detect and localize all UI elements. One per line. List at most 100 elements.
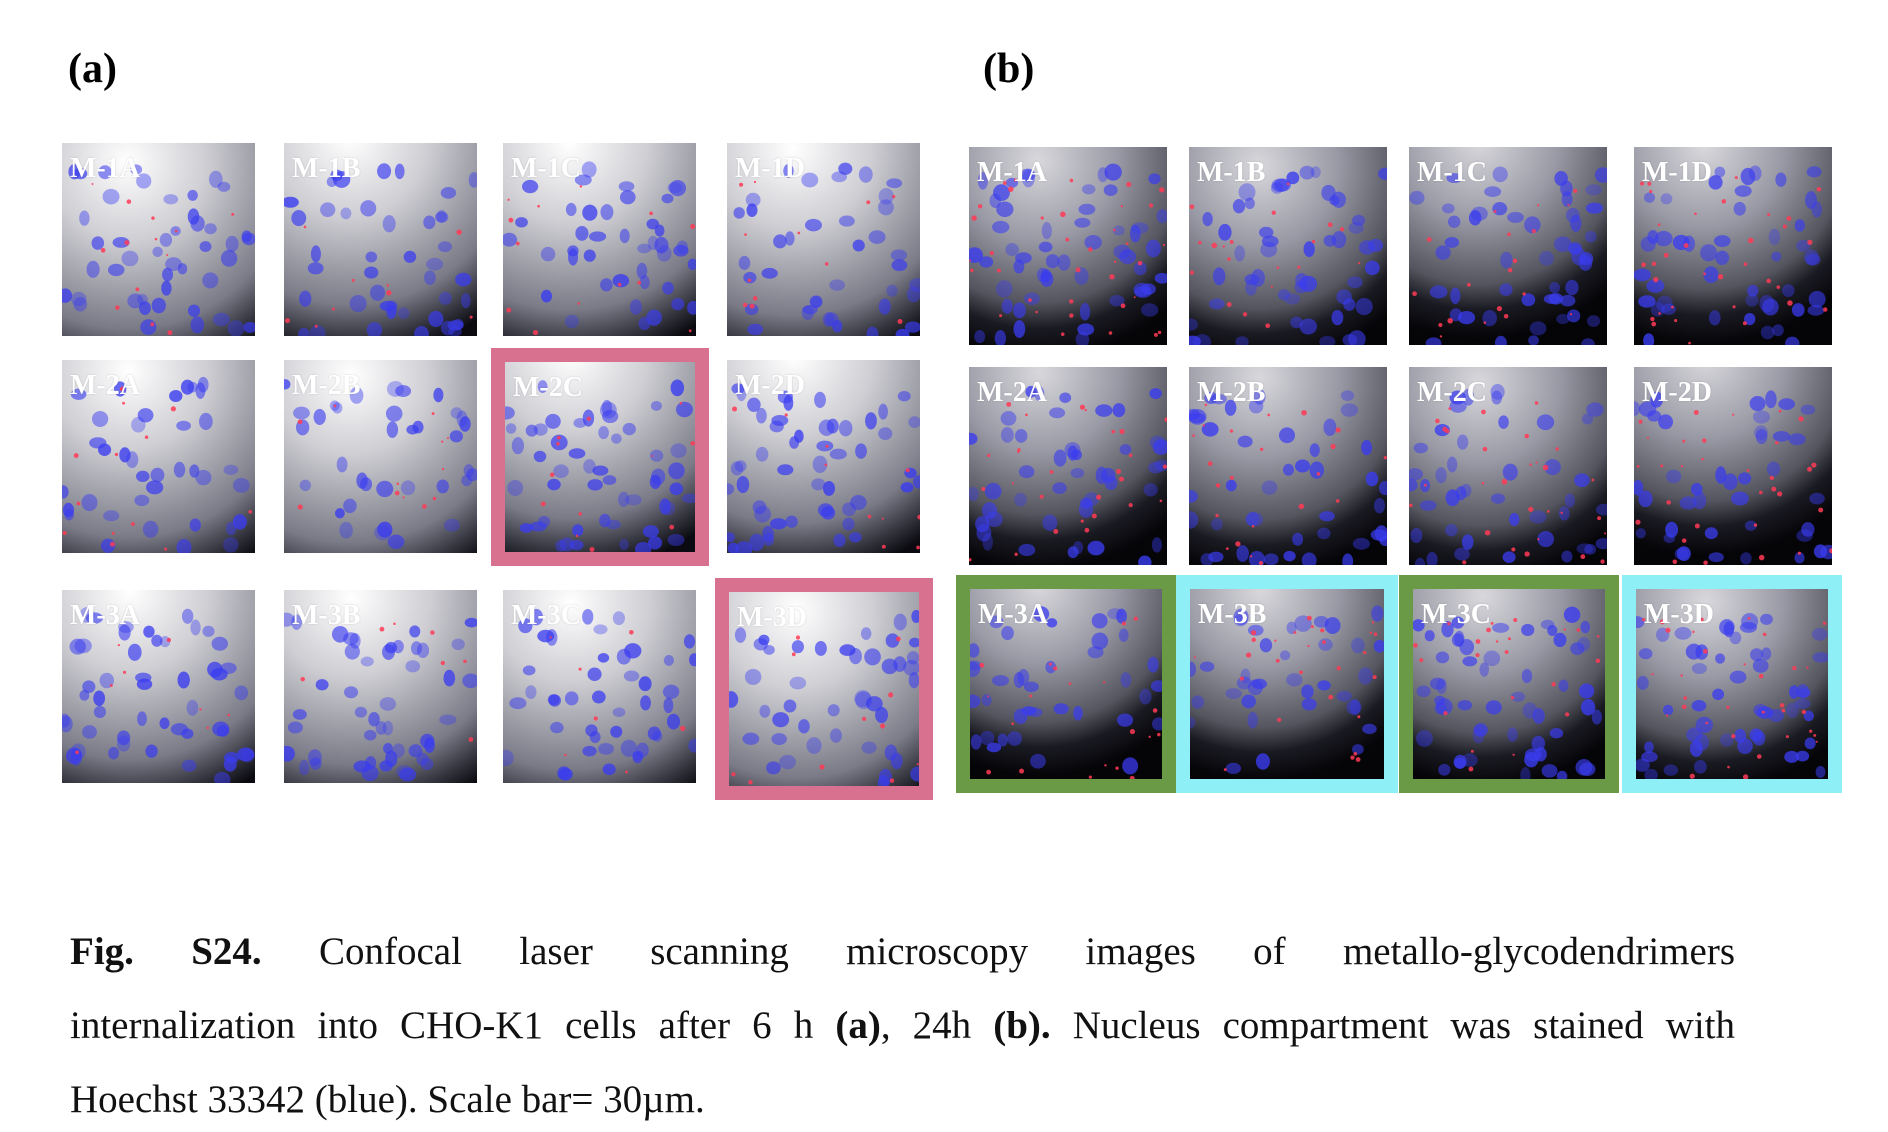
particle bbox=[1088, 775, 1093, 779]
particle bbox=[1215, 483, 1220, 487]
nucleus bbox=[1053, 703, 1069, 715]
particle bbox=[1129, 775, 1135, 779]
micrograph-background bbox=[1636, 589, 1828, 779]
particle bbox=[1084, 408, 1088, 412]
particle bbox=[1048, 662, 1052, 666]
particle bbox=[747, 278, 752, 283]
particle bbox=[1120, 303, 1126, 309]
nucleus bbox=[440, 187, 457, 199]
nucleus bbox=[299, 759, 310, 776]
micrograph-tile: M-1C bbox=[503, 143, 696, 336]
micrograph-image bbox=[284, 360, 477, 553]
nucleus bbox=[1030, 753, 1046, 769]
nucleus bbox=[340, 207, 352, 220]
nucleus bbox=[1104, 163, 1122, 181]
nucleus bbox=[1148, 173, 1161, 185]
nucleus bbox=[379, 697, 397, 711]
nucleus bbox=[838, 215, 855, 227]
nucleus bbox=[1097, 167, 1108, 183]
nucleus bbox=[181, 759, 197, 772]
nucleus bbox=[62, 713, 70, 728]
micrograph: M-2A bbox=[969, 367, 1167, 565]
particle bbox=[1522, 292, 1526, 296]
nucleus bbox=[1788, 433, 1806, 446]
nucleus bbox=[360, 477, 373, 492]
nucleus bbox=[1570, 214, 1582, 232]
nucleus bbox=[1570, 642, 1585, 655]
particle bbox=[1653, 276, 1659, 283]
nucleus bbox=[1107, 608, 1124, 620]
nucleus bbox=[989, 615, 1004, 629]
particle bbox=[1204, 403, 1208, 407]
nucleus bbox=[600, 278, 613, 292]
particle bbox=[1133, 616, 1138, 621]
particle bbox=[1013, 178, 1018, 182]
nucleus bbox=[909, 637, 919, 648]
nucleus bbox=[385, 405, 403, 422]
nucleus bbox=[1520, 767, 1531, 779]
particle bbox=[446, 437, 450, 440]
nucleus bbox=[804, 218, 822, 232]
nucleus bbox=[812, 455, 828, 474]
nucleus bbox=[849, 532, 862, 543]
nucleus bbox=[386, 300, 398, 315]
nucleus bbox=[1150, 680, 1162, 692]
nucleus bbox=[1541, 764, 1558, 778]
nucleus bbox=[1768, 709, 1785, 722]
micrograph: M-3B bbox=[284, 590, 477, 783]
nucleus bbox=[769, 518, 787, 530]
nucleus bbox=[1528, 335, 1539, 345]
nucleus bbox=[1468, 210, 1482, 226]
nucleus bbox=[688, 738, 696, 753]
micrograph-tile: M-2C bbox=[1409, 367, 1607, 565]
nucleus bbox=[180, 379, 195, 395]
nucleus bbox=[743, 271, 757, 284]
nucleus bbox=[1212, 267, 1226, 286]
nucleus bbox=[1809, 492, 1825, 505]
particle bbox=[617, 282, 622, 287]
particle bbox=[1647, 181, 1652, 186]
particle bbox=[549, 636, 552, 639]
micrograph: M-1D bbox=[727, 143, 920, 336]
nucleus bbox=[1755, 429, 1768, 445]
particle bbox=[1447, 621, 1451, 626]
particle bbox=[1680, 674, 1683, 677]
nucleus bbox=[981, 694, 992, 707]
nucleus bbox=[1532, 707, 1545, 724]
particle bbox=[1148, 203, 1154, 208]
nucleus bbox=[588, 231, 607, 242]
particle bbox=[1650, 316, 1655, 322]
particle bbox=[1198, 240, 1202, 245]
nucleus bbox=[1234, 245, 1246, 262]
particle bbox=[1462, 560, 1467, 565]
nucleus bbox=[1634, 268, 1651, 282]
nucleus bbox=[202, 625, 215, 637]
particle bbox=[1373, 632, 1378, 637]
particle bbox=[1721, 199, 1727, 204]
nucleus bbox=[1665, 521, 1679, 538]
nucleus bbox=[1301, 698, 1317, 711]
nucleus bbox=[349, 386, 364, 404]
particle bbox=[1223, 768, 1227, 772]
nucleus bbox=[1022, 169, 1035, 188]
nucleus bbox=[395, 385, 412, 397]
nucleus bbox=[1233, 608, 1249, 625]
particle bbox=[1482, 446, 1488, 452]
nucleus bbox=[550, 721, 564, 734]
particle bbox=[979, 662, 984, 668]
nucleus bbox=[1805, 253, 1821, 266]
nucleus bbox=[555, 539, 567, 552]
micrograph-background bbox=[62, 360, 255, 553]
nucleus bbox=[1737, 472, 1752, 485]
nucleus bbox=[662, 281, 674, 295]
nucleus bbox=[1347, 276, 1363, 289]
nucleus bbox=[661, 193, 674, 204]
nucleus bbox=[891, 259, 908, 272]
particle bbox=[122, 401, 126, 405]
nucleus bbox=[397, 307, 410, 320]
nucleus bbox=[1524, 752, 1539, 768]
nucleus bbox=[771, 733, 787, 745]
nucleus bbox=[1042, 514, 1058, 531]
nucleus bbox=[1733, 201, 1746, 216]
nucleus bbox=[1277, 289, 1291, 301]
